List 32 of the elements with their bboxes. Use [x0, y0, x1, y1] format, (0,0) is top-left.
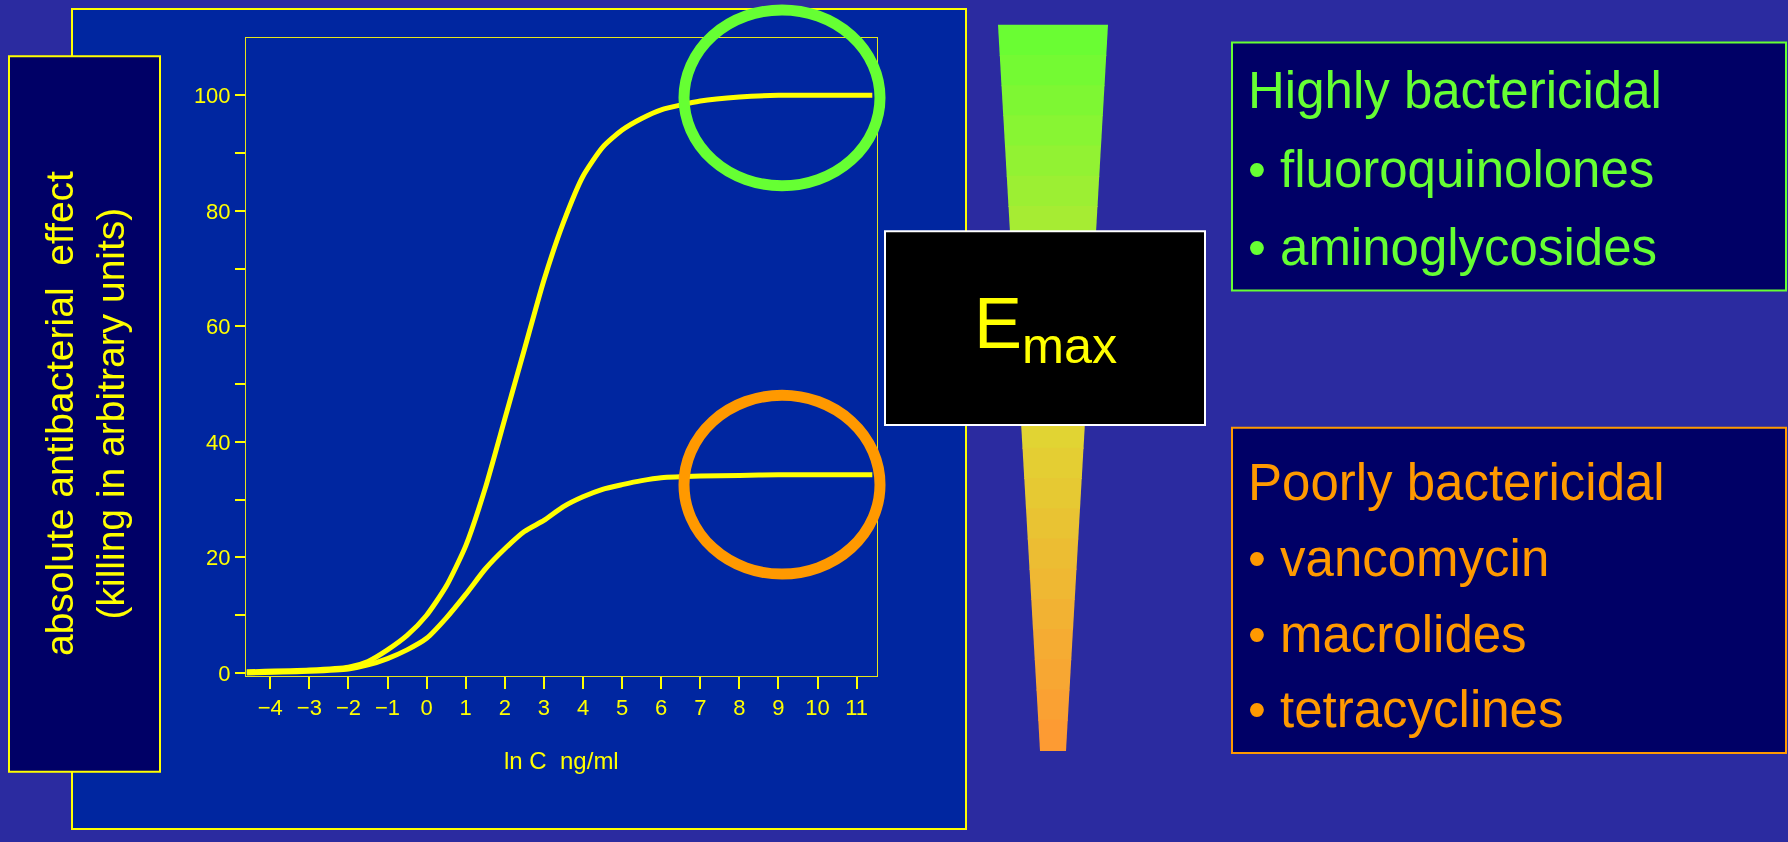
- x-tick-label: 4: [576, 695, 590, 721]
- text: • vancomycin: [1248, 530, 1550, 587]
- x-tick-label: 5: [615, 695, 629, 721]
- x-tick-label: 0: [420, 695, 433, 721]
- text: • macrolides: [1248, 606, 1527, 663]
- y-tick-label: 0: [218, 660, 231, 686]
- x-tick-label: 3: [537, 695, 551, 721]
- x-tick-label: −3: [296, 695, 322, 721]
- y-tick-label: 40: [206, 429, 231, 455]
- x-tick-label: 10: [805, 695, 830, 721]
- x-tick-label: 1: [459, 695, 472, 721]
- y-tick-label: 20: [206, 545, 231, 571]
- text: E$_{max}$: [974, 283, 1118, 375]
- y-tick-label: 100: [193, 83, 231, 109]
- x-axis-title: ln C ng/ml: [504, 747, 619, 774]
- x-tick-label: 11: [845, 695, 869, 721]
- text: • fluoroquinolones: [1248, 141, 1655, 198]
- y-tick-label: 60: [206, 314, 231, 340]
- x-tick-label: 9: [772, 695, 785, 721]
- x-tick-label: 7: [694, 695, 707, 721]
- x-tick-label: −4: [257, 695, 283, 721]
- text: Highly bactericidal: [1248, 62, 1662, 119]
- x-tick-label: 6: [655, 695, 668, 721]
- x-tick-label: 8: [733, 695, 746, 721]
- text: • tetracyclines: [1248, 681, 1564, 738]
- text: • aminoglycosides: [1248, 219, 1658, 276]
- text: Poorly bactericidal: [1248, 454, 1665, 511]
- x-tick-label: −1: [374, 695, 401, 721]
- x-tick-label: −2: [335, 695, 361, 721]
- y-tick-label: 80: [206, 198, 231, 224]
- y-axis-title: absolute antibacterial effect (killing in arbitrary units): [37, 170, 132, 657]
- x-tick-label: 2: [498, 695, 511, 721]
